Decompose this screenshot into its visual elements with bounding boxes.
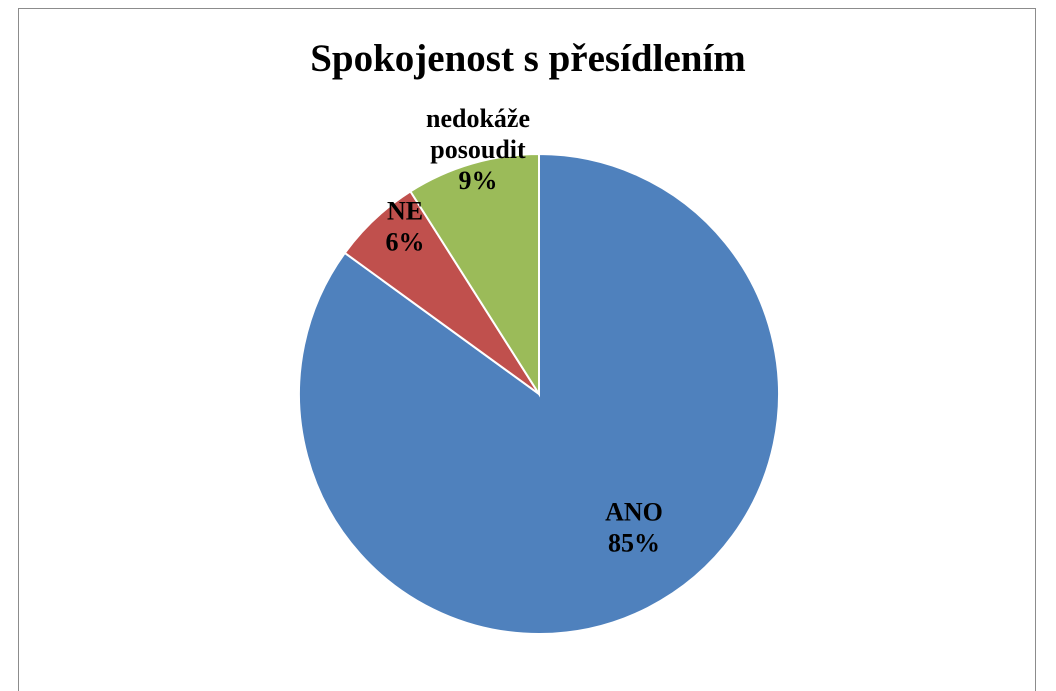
chart-title: Spokojenost s přesídlením [310, 37, 746, 80]
slice-label-line: nedokáže [426, 104, 530, 133]
slice-label-2: nedokáže posoudit 9% [426, 104, 530, 195]
slice-label-line: 85% [608, 529, 660, 558]
slice-label-line: 6% [386, 228, 425, 257]
slice-label-line: NE [387, 197, 423, 226]
slice-label-line: 9% [459, 166, 498, 195]
pie-slice-2 [409, 152, 540, 398]
slice-label-0: ANO 85% [605, 498, 663, 558]
slice-label-line: posoudit [430, 135, 526, 164]
slice-label-line: ANO [605, 498, 663, 527]
slice-label-1: NE 6% [386, 197, 425, 257]
